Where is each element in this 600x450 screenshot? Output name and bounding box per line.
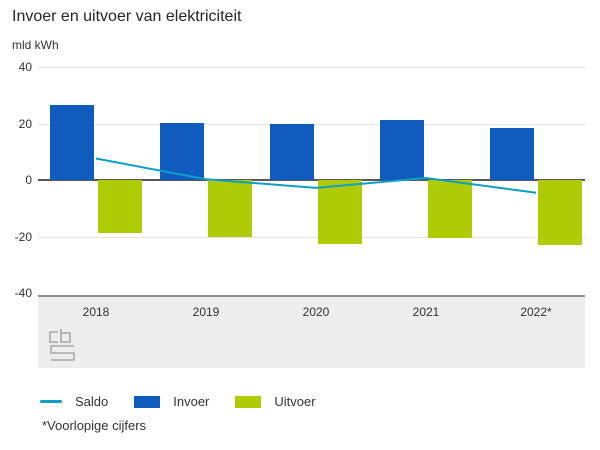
x-category-label: 2021 — [412, 305, 440, 319]
y-tick-label: -40 — [14, 286, 32, 300]
invoer-bar — [160, 122, 204, 180]
y-tick-label: 40 — [18, 60, 32, 74]
chart-unit-label: mld kWh — [12, 38, 59, 52]
legend-label-uitvoer: Uitvoer — [274, 394, 316, 409]
x-axis-band: 2018 2019 2020 2021 2022* — [38, 295, 585, 368]
uitvoer-bar — [538, 180, 582, 245]
invoer-bar — [380, 120, 424, 180]
footnote: *Voorlopige cijfers — [42, 418, 147, 433]
gridline — [38, 237, 585, 238]
uitvoer-bar-swatch — [235, 395, 262, 408]
y-tick-label: -20 — [14, 230, 32, 244]
gridline — [38, 67, 585, 68]
x-category-label: 2020 — [302, 305, 330, 319]
invoer-bar-swatch — [134, 395, 161, 408]
y-tick-label: 20 — [18, 117, 32, 131]
legend-item-uitvoer[interactable]: Uitvoer — [235, 394, 316, 409]
invoer-bar — [490, 127, 534, 180]
legend-item-saldo[interactable]: Saldo — [40, 394, 108, 409]
cbs-logo-icon — [49, 329, 75, 361]
uitvoer-bar — [428, 180, 472, 238]
chart-title: Invoer en uitvoer van elektriciteit — [12, 8, 242, 25]
uitvoer-bar — [318, 180, 362, 244]
uitvoer-bar — [98, 180, 142, 234]
legend: Saldo Invoer Uitvoer — [40, 394, 316, 409]
invoer-bar — [50, 105, 94, 180]
saldo-line-swatch — [40, 400, 62, 403]
legend-label-saldo: Saldo — [75, 394, 109, 409]
x-category-label: 2022* — [520, 305, 552, 319]
invoer-bar — [270, 124, 314, 180]
legend-item-invoer[interactable]: Invoer — [134, 394, 209, 409]
x-category-label: 2019 — [192, 305, 220, 319]
uitvoer-bar — [208, 180, 252, 237]
legend-label-invoer: Invoer — [173, 394, 210, 409]
x-category-label: 2018 — [82, 305, 110, 319]
y-tick-label: 0 — [25, 173, 32, 187]
